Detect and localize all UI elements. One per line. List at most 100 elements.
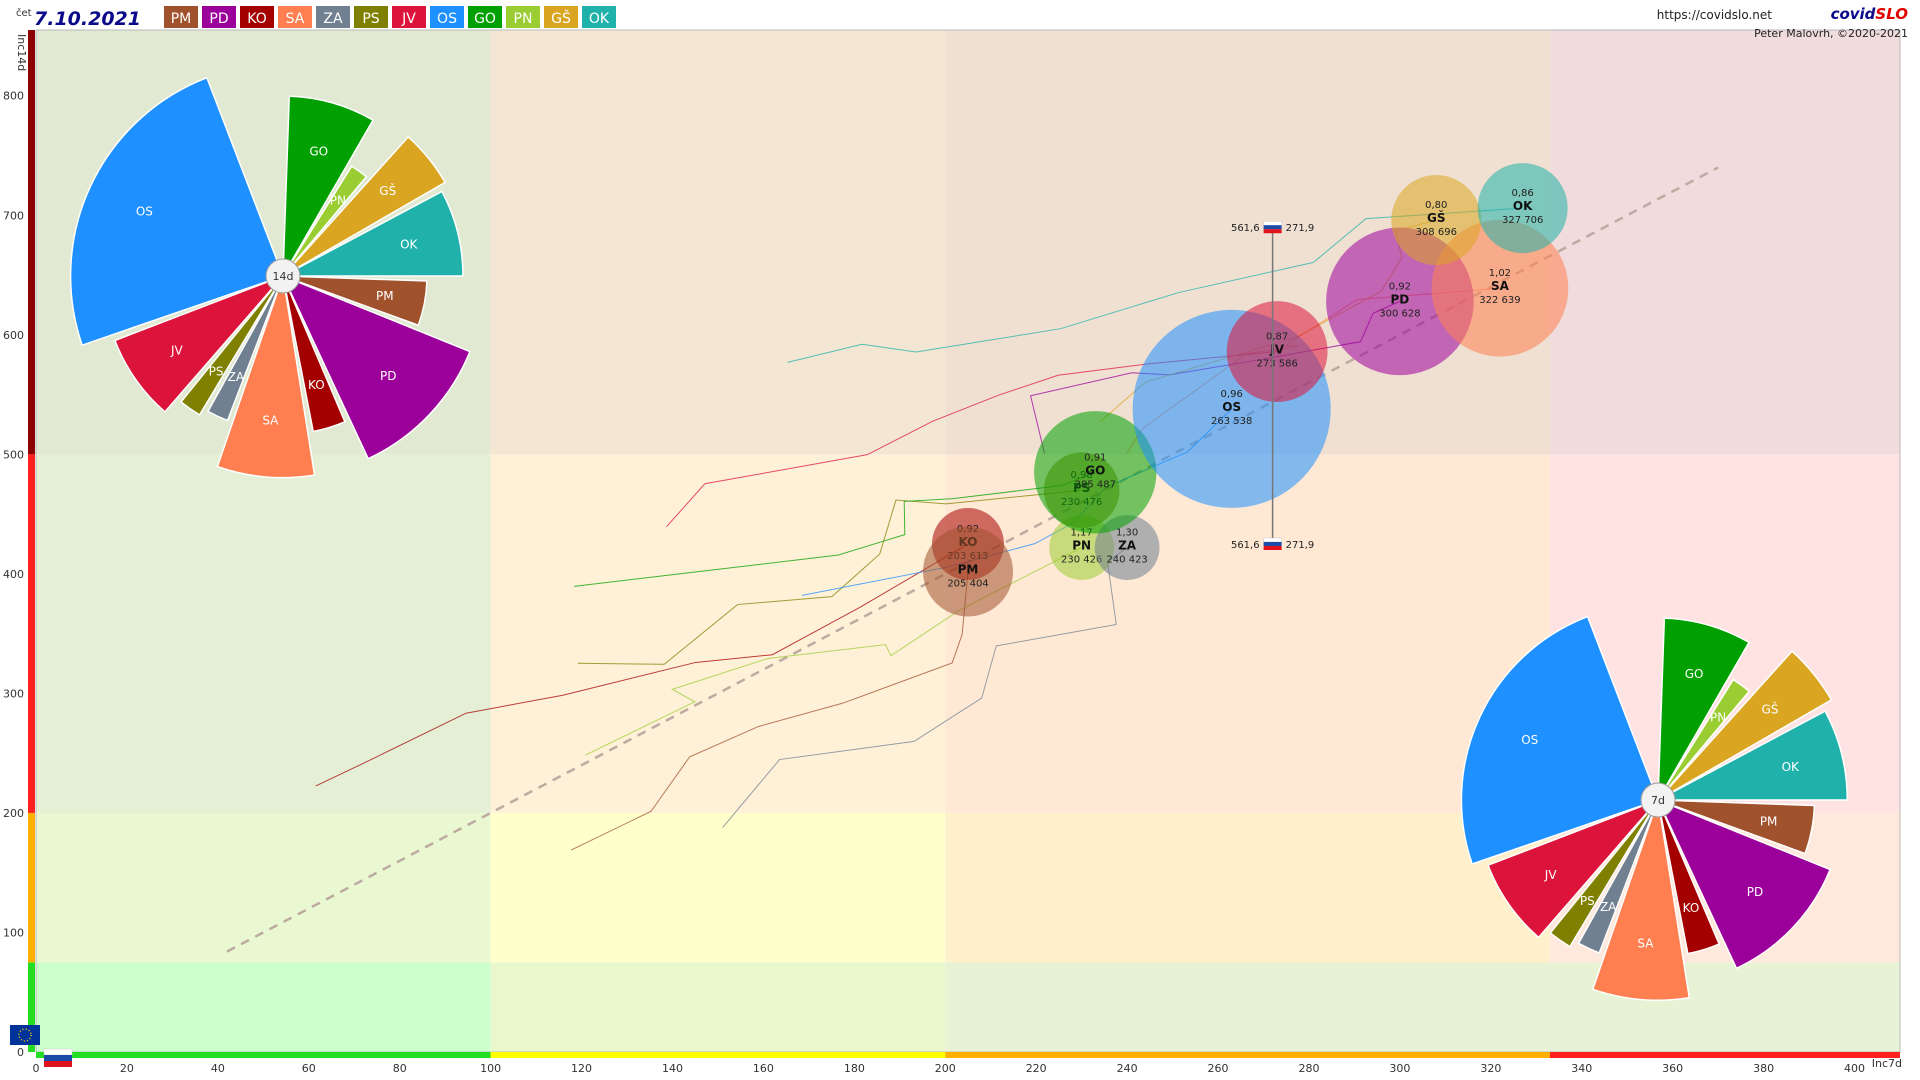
- x-risk-segment-0: [36, 1052, 491, 1058]
- bubble-pop-OS: 263 538: [1211, 416, 1252, 427]
- pie14-slice-ZA: [206, 275, 284, 422]
- y-risk-segment-2: [28, 454, 35, 813]
- pie14-slice-JV: [113, 275, 284, 413]
- legend-label-GŠ: GŠ: [551, 9, 571, 27]
- legend-label-PD: PD: [209, 11, 228, 27]
- x-tick-label: 220: [1026, 1062, 1047, 1075]
- bubble-pop-JV: 273 586: [1256, 359, 1297, 370]
- slovenia-flag-icon: [43, 1048, 73, 1067]
- bubble-rt-SA: 1,02: [1489, 268, 1511, 279]
- pie7-label-PD: PD: [1747, 885, 1763, 899]
- x-tick-label: 200: [935, 1062, 956, 1075]
- brand-logo-covid: covid: [1831, 5, 1876, 23]
- bubble-name-GO: GO: [1085, 463, 1105, 477]
- y-tick-label: 300: [3, 687, 24, 700]
- pie14-slice-SA: [216, 275, 316, 479]
- legend-swatch-PD: [202, 6, 236, 28]
- x-tick-label: 100: [480, 1062, 501, 1075]
- x-tick-label: 180: [844, 1062, 865, 1075]
- trail-PS: [577, 489, 1082, 665]
- pie7-label-OS: OS: [1521, 733, 1538, 747]
- eu-flag-icon: [10, 1025, 40, 1045]
- bubble-rt-JV: 0,87: [1266, 332, 1288, 343]
- y-tick-label: 700: [3, 209, 24, 222]
- pie14-slice-GO: [282, 95, 375, 277]
- legend-label-PM: PM: [171, 11, 192, 27]
- bubble-GO: [1034, 411, 1157, 534]
- zone-2-0: [36, 454, 491, 813]
- bubble-name-SA: SA: [1491, 279, 1510, 293]
- x-tick-label: 140: [662, 1062, 683, 1075]
- y-risk-segment-1: [28, 812, 35, 963]
- pie7-slice-KO: [1657, 799, 1721, 955]
- legend-label-JV: JV: [401, 11, 416, 27]
- x-tick-label: 300: [1389, 1062, 1410, 1075]
- bubble-name-OS: OS: [1222, 400, 1241, 414]
- y-risk-segment-0: [28, 962, 35, 1052]
- x-tick-label: 60: [302, 1062, 316, 1075]
- x-tick-label: 280: [1298, 1062, 1319, 1075]
- bubble-name-JV: JV: [1269, 343, 1284, 357]
- pie7-label-PM: PM: [1760, 815, 1778, 829]
- slovenia-marker-right-label: 271,9: [1286, 540, 1315, 551]
- pie14-label-PN: PN: [330, 194, 346, 208]
- y-axis-title: Inc14d: [15, 34, 28, 71]
- pie7-slice-GO: [1657, 617, 1751, 801]
- legend-label-OK: OK: [589, 11, 610, 27]
- bubble-pop-PM: 205 404: [947, 578, 988, 589]
- legend-swatch-PM: [164, 6, 198, 28]
- pie14-label-OS: OS: [136, 204, 153, 218]
- legend-label-KO: KO: [247, 11, 266, 27]
- legend-swatch-OK: [582, 6, 616, 28]
- y-risk-bar: [28, 30, 35, 1052]
- bubble-pop-SA: 322 639: [1479, 295, 1520, 306]
- pie14-slice-PM: [282, 275, 428, 327]
- pie7-slice-GŠ: [1657, 650, 1833, 801]
- slovenia-marker-left-label: 561,6: [1231, 540, 1260, 551]
- pie7-label-OK: OK: [1782, 760, 1800, 774]
- x-tick-label: 340: [1571, 1062, 1592, 1075]
- legend-swatch-KO: [240, 6, 274, 28]
- pie7-slice-JV: [1487, 799, 1659, 939]
- y-tick-label: 600: [3, 329, 24, 342]
- bubble-rt-ZA: 1,30: [1116, 528, 1138, 539]
- pie14-center-label: 14d: [273, 270, 294, 283]
- x-tick-label: 120: [571, 1062, 592, 1075]
- pie14-label-SA: SA: [262, 414, 279, 428]
- pie7-label-GŠ: GŠ: [1762, 701, 1779, 716]
- trail-OK: [787, 207, 1523, 363]
- pie14-label-GŠ: GŠ: [379, 183, 396, 198]
- pie7-slice-PS: [1549, 799, 1659, 948]
- bubble-GŠ: [1391, 175, 1482, 266]
- x-tick-label: 0: [33, 1062, 40, 1075]
- pie7-label-KO: KO: [1683, 901, 1700, 915]
- bubble-rt-OK: 0,86: [1512, 188, 1534, 199]
- author-credit: Peter Malovrh, ©2020-2021: [1754, 27, 1908, 40]
- slovenia-marker-flag-0: [1263, 221, 1282, 234]
- pie14-slice-OS: [69, 76, 284, 347]
- legend-swatch-OS: [430, 6, 464, 28]
- zone-0-2: [945, 962, 1550, 1052]
- pie14-label-PS: PS: [209, 365, 224, 379]
- bubble-rt-OS: 0,96: [1221, 389, 1243, 400]
- slovenia-marker-right-label: 271,9: [1286, 223, 1315, 234]
- legend-swatch-SA: [278, 6, 312, 28]
- legend-swatch-PS: [354, 6, 388, 28]
- legend-swatch-PN: [506, 6, 540, 28]
- legend-label-OS: OS: [437, 11, 457, 27]
- trail-PM: [570, 571, 969, 851]
- pie14-label-ZA: ZA: [228, 370, 245, 384]
- legend-swatch-JV: [392, 6, 426, 28]
- x-tick-label: 40: [211, 1062, 225, 1075]
- flag-white: [1263, 537, 1282, 543]
- legend-swatch-ZA: [316, 6, 350, 28]
- brand-logo: covidSLO: [1831, 5, 1909, 23]
- pie14-label-PM: PM: [376, 289, 394, 303]
- pie7-slice-OS: [1460, 615, 1659, 865]
- pie7-slice-OK: [1657, 710, 1849, 801]
- x-tick-label: 400: [1844, 1062, 1865, 1075]
- x-risk-segment-2: [945, 1052, 1550, 1058]
- x-tick-label: 240: [1117, 1062, 1138, 1075]
- pie7-slice-PN: [1657, 678, 1751, 801]
